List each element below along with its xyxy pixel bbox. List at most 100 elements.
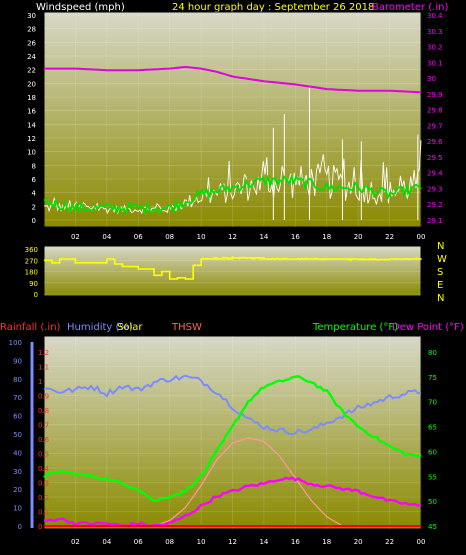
wind-y-tick: 26 (27, 39, 36, 47)
humidity-y-tick: 10 (13, 505, 22, 513)
humidity-y-tick: 50 (13, 431, 22, 439)
climate-x-tick: 00 (417, 538, 426, 546)
time-x-tick: 08 (165, 233, 174, 241)
rainfall-y-tick: 0 (38, 523, 42, 531)
temperature-y-tick: 60 (428, 448, 437, 456)
humidity-y-tick: 100 (9, 339, 22, 347)
time-x-tick: 22 (385, 233, 394, 241)
barometer-y-tick: 29.7 (427, 122, 443, 130)
humidity-y-tick: 60 (13, 413, 22, 421)
direction-y-tick: 180 (25, 269, 38, 277)
temperature-y-tick: 80 (428, 349, 437, 357)
panel-direction-bg (43, 245, 422, 297)
climate-x-tick: 18 (322, 538, 331, 546)
temperature-y-tick: 70 (428, 399, 437, 407)
time-x-tick: 00 (417, 233, 426, 241)
climate-x-tick: 16 (291, 538, 300, 546)
compass-n-bottom: N (437, 293, 444, 304)
climate-x-tick: 02 (71, 538, 80, 546)
tick-layer: 02468101214161820222426283029.129.229.32… (9, 12, 444, 546)
chart-title: 24 hour graph day : September 26 2018 (172, 2, 374, 13)
wind-y-tick: 20 (27, 80, 36, 88)
climate-x-tick: 10 (197, 538, 206, 546)
humidity-y-tick: 40 (13, 449, 22, 457)
temperature-line (43, 375, 422, 503)
rainfall-y-tick: 0.2 (38, 494, 49, 502)
wind-speed-line (43, 140, 422, 215)
barometer-y-tick: 29.1 (427, 217, 443, 225)
barometer-y-tick: 30 (427, 75, 436, 83)
wind-y-tick: 8 (32, 162, 36, 170)
rainfall-y-tick: 0.6 (38, 436, 50, 444)
solar-label: Solar (117, 322, 143, 333)
humidity-y-tick: 70 (13, 394, 22, 402)
direction-y-tick: 360 (25, 246, 38, 254)
time-x-tick: 10 (197, 233, 206, 241)
wind-y-tick: 24 (27, 53, 36, 61)
rainfall-y-tick: 0.4 (38, 465, 50, 473)
humidity-y-tick: 20 (13, 486, 22, 494)
temperature-y-tick: 65 (428, 424, 437, 432)
wind-y-tick: 30 (27, 12, 36, 20)
temperature-y-tick: 45 (428, 523, 437, 531)
barometer-y-tick: 29.5 (427, 154, 443, 162)
time-x-tick: 14 (259, 233, 268, 241)
temperature-y-tick: 55 (428, 473, 437, 481)
time-x-tick: 02 (71, 233, 80, 241)
wind-y-tick: 14 (27, 121, 36, 129)
compass-n-top: N (437, 241, 444, 252)
humidity-line (43, 374, 422, 436)
rainfall-y-tick: 0.3 (38, 480, 49, 488)
wind-y-tick: 10 (27, 149, 36, 157)
direction-y-tick: 90 (29, 280, 38, 288)
panel-wind-bg (43, 11, 422, 228)
grid-lines (44, 12, 422, 529)
rainfall-y-tick: 0.5 (38, 451, 49, 459)
wind-y-tick: 22 (27, 67, 36, 75)
time-x-tick: 18 (322, 233, 331, 241)
barometer-y-tick: 29.6 (427, 138, 443, 146)
barometer-y-tick: 29.8 (427, 107, 443, 115)
direction-y-tick: 270 (25, 257, 38, 265)
wind-y-tick: 6 (32, 176, 37, 184)
barometer-y-tick: 29.9 (427, 91, 443, 99)
wind-direction-jitter (200, 256, 422, 262)
rainfall-y-tick: 1.2 (38, 349, 49, 357)
climate-x-tick: 08 (165, 538, 174, 546)
humidity-y-tick: 30 (13, 468, 22, 476)
humidity-y-tick: 90 (13, 357, 22, 365)
temperature-y-tick: 50 (428, 498, 437, 506)
wind-y-tick: 0 (32, 217, 36, 225)
barometer-y-tick: 30.1 (427, 59, 443, 67)
humidity-y-tick: 80 (13, 376, 22, 384)
thsw-label: THSW (171, 322, 202, 333)
climate-x-tick: 04 (102, 538, 111, 546)
barometer-y-tick: 29.4 (427, 170, 443, 178)
time-x-tick: 16 (291, 233, 300, 241)
wind-gust-line (43, 174, 422, 216)
climate-x-tick: 06 (134, 538, 143, 546)
barometer-y-tick: 30.3 (427, 28, 443, 36)
rainfall-y-tick: 1.1 (38, 364, 49, 372)
time-x-tick: 20 (354, 233, 363, 241)
wind-y-tick: 28 (27, 26, 36, 34)
direction-y-tick: 0 (34, 291, 38, 299)
wind-y-tick: 18 (27, 94, 36, 102)
time-x-tick: 12 (228, 233, 237, 241)
climate-x-tick: 12 (228, 538, 237, 546)
barometer-y-tick: 29.3 (427, 185, 443, 193)
rainfall-y-tick: 0.9 (38, 393, 49, 401)
wind-y-tick: 2 (32, 203, 36, 211)
plot-layer (30, 65, 422, 528)
climate-x-tick: 22 (385, 538, 394, 546)
windspeed-label: Windspeed (mph) (36, 2, 125, 13)
rainfall-label: Rainfall (.in) (0, 322, 61, 333)
compass-w: W (437, 254, 447, 265)
barometer-line (44, 65, 422, 94)
rainfall-y-tick: 0.8 (38, 407, 49, 415)
barometer-y-tick: 30.4 (427, 12, 443, 20)
temperature-y-tick: 75 (428, 374, 437, 382)
humidity-y-tick: 0 (18, 523, 22, 531)
wind-y-tick: 12 (27, 135, 36, 143)
